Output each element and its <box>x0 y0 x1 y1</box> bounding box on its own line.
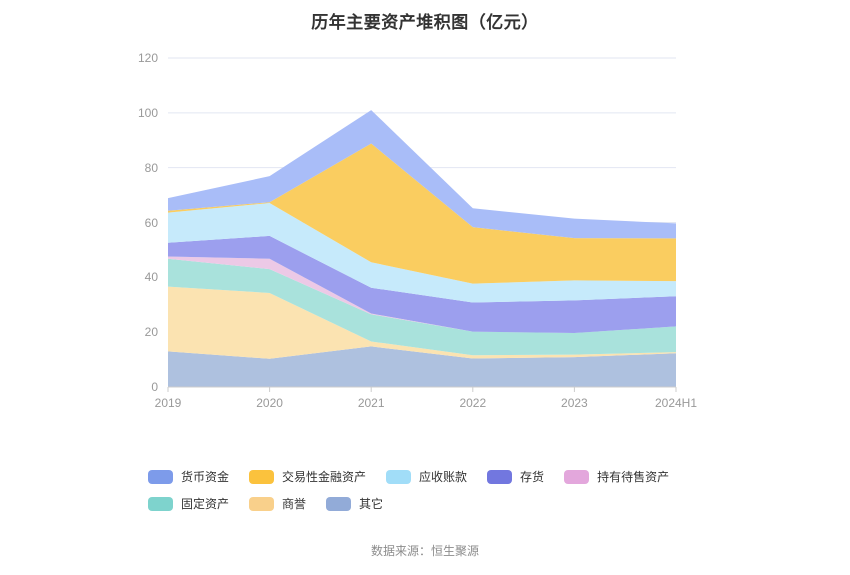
series-area-goodwill <box>168 286 676 359</box>
series-area-assets-held-for-sale <box>168 256 676 333</box>
x-axis-label-2022: 2022 <box>459 396 487 410</box>
stacked-area-chart <box>167 57 677 392</box>
series-area-accounts-receivable <box>168 203 676 303</box>
legend-label-others: 其它 <box>359 497 384 511</box>
y-axis-label-20: 20 <box>144 325 158 340</box>
legend-item-inventory[interactable]: 存货 <box>487 470 544 484</box>
y-axis-label-100: 100 <box>137 105 158 120</box>
series-area-trading-financial-assets <box>168 143 676 284</box>
legend-label-fixed-assets: 固定资产 <box>181 497 230 511</box>
series-area-fixed-assets <box>168 258 676 356</box>
legend-swatch-others <box>326 497 352 511</box>
legend-item-monetary-funds[interactable]: 货币资金 <box>148 470 229 484</box>
legend-item-goodwill[interactable]: 商誉 <box>249 497 306 511</box>
x-axis-label-2019: 2019 <box>154 396 182 410</box>
legend-swatch-inventory <box>487 470 513 484</box>
legend-swatch-accounts-receivable <box>386 470 412 484</box>
legend-label-trading-financial-assets: 交易性金融资产 <box>282 470 367 484</box>
y-axis-label-60: 60 <box>144 215 158 230</box>
legend-label-monetary-funds: 货币资金 <box>181 470 230 484</box>
series-area-others <box>168 346 676 387</box>
data-source-note: 数据来源：恒生聚源 <box>370 544 479 558</box>
series-area-inventory <box>168 235 676 333</box>
legend-label-inventory: 存货 <box>520 470 545 484</box>
y-axis-label-80: 80 <box>144 160 158 175</box>
legend-label-assets-held-for-sale: 持有待售资产 <box>597 470 670 484</box>
y-axis-label-40: 40 <box>144 270 158 285</box>
x-axis-label-2021: 2021 <box>357 396 385 410</box>
x-axis-label-2020: 2020 <box>256 396 283 410</box>
legend-item-accounts-receivable[interactable]: 应收账款 <box>386 470 467 484</box>
y-axis-label-0: 0 <box>151 380 158 394</box>
legend-swatch-trading-financial-assets <box>249 470 275 484</box>
legend-item-assets-held-for-sale[interactable]: 持有待售资产 <box>564 470 669 484</box>
legend-item-others[interactable]: 其它 <box>326 497 383 511</box>
legend-swatch-monetary-funds <box>148 470 173 484</box>
legend-swatch-assets-held-for-sale <box>564 470 590 484</box>
x-axis-label-2023: 2023 <box>561 396 588 410</box>
legend: 货币资金 交易性金融资产 应收账款 存货 持有待售资产固定资产 商誉 其它 <box>148 470 732 524</box>
y-axis-label-120: 120 <box>137 51 158 65</box>
x-axis-label-2024H1: 2024H1 <box>654 396 698 410</box>
legend-item-trading-financial-assets[interactable]: 交易性金融资产 <box>249 470 366 484</box>
legend-swatch-fixed-assets <box>148 497 173 511</box>
series-area-monetary-funds <box>168 110 676 239</box>
legend-label-goodwill: 商誉 <box>282 497 307 511</box>
legend-swatch-goodwill <box>249 497 275 511</box>
chart-title: 历年主要资产堆积图（亿元） <box>311 13 539 32</box>
legend-label-accounts-receivable: 应收账款 <box>419 470 468 484</box>
legend-item-fixed-assets[interactable]: 固定资产 <box>148 497 229 511</box>
